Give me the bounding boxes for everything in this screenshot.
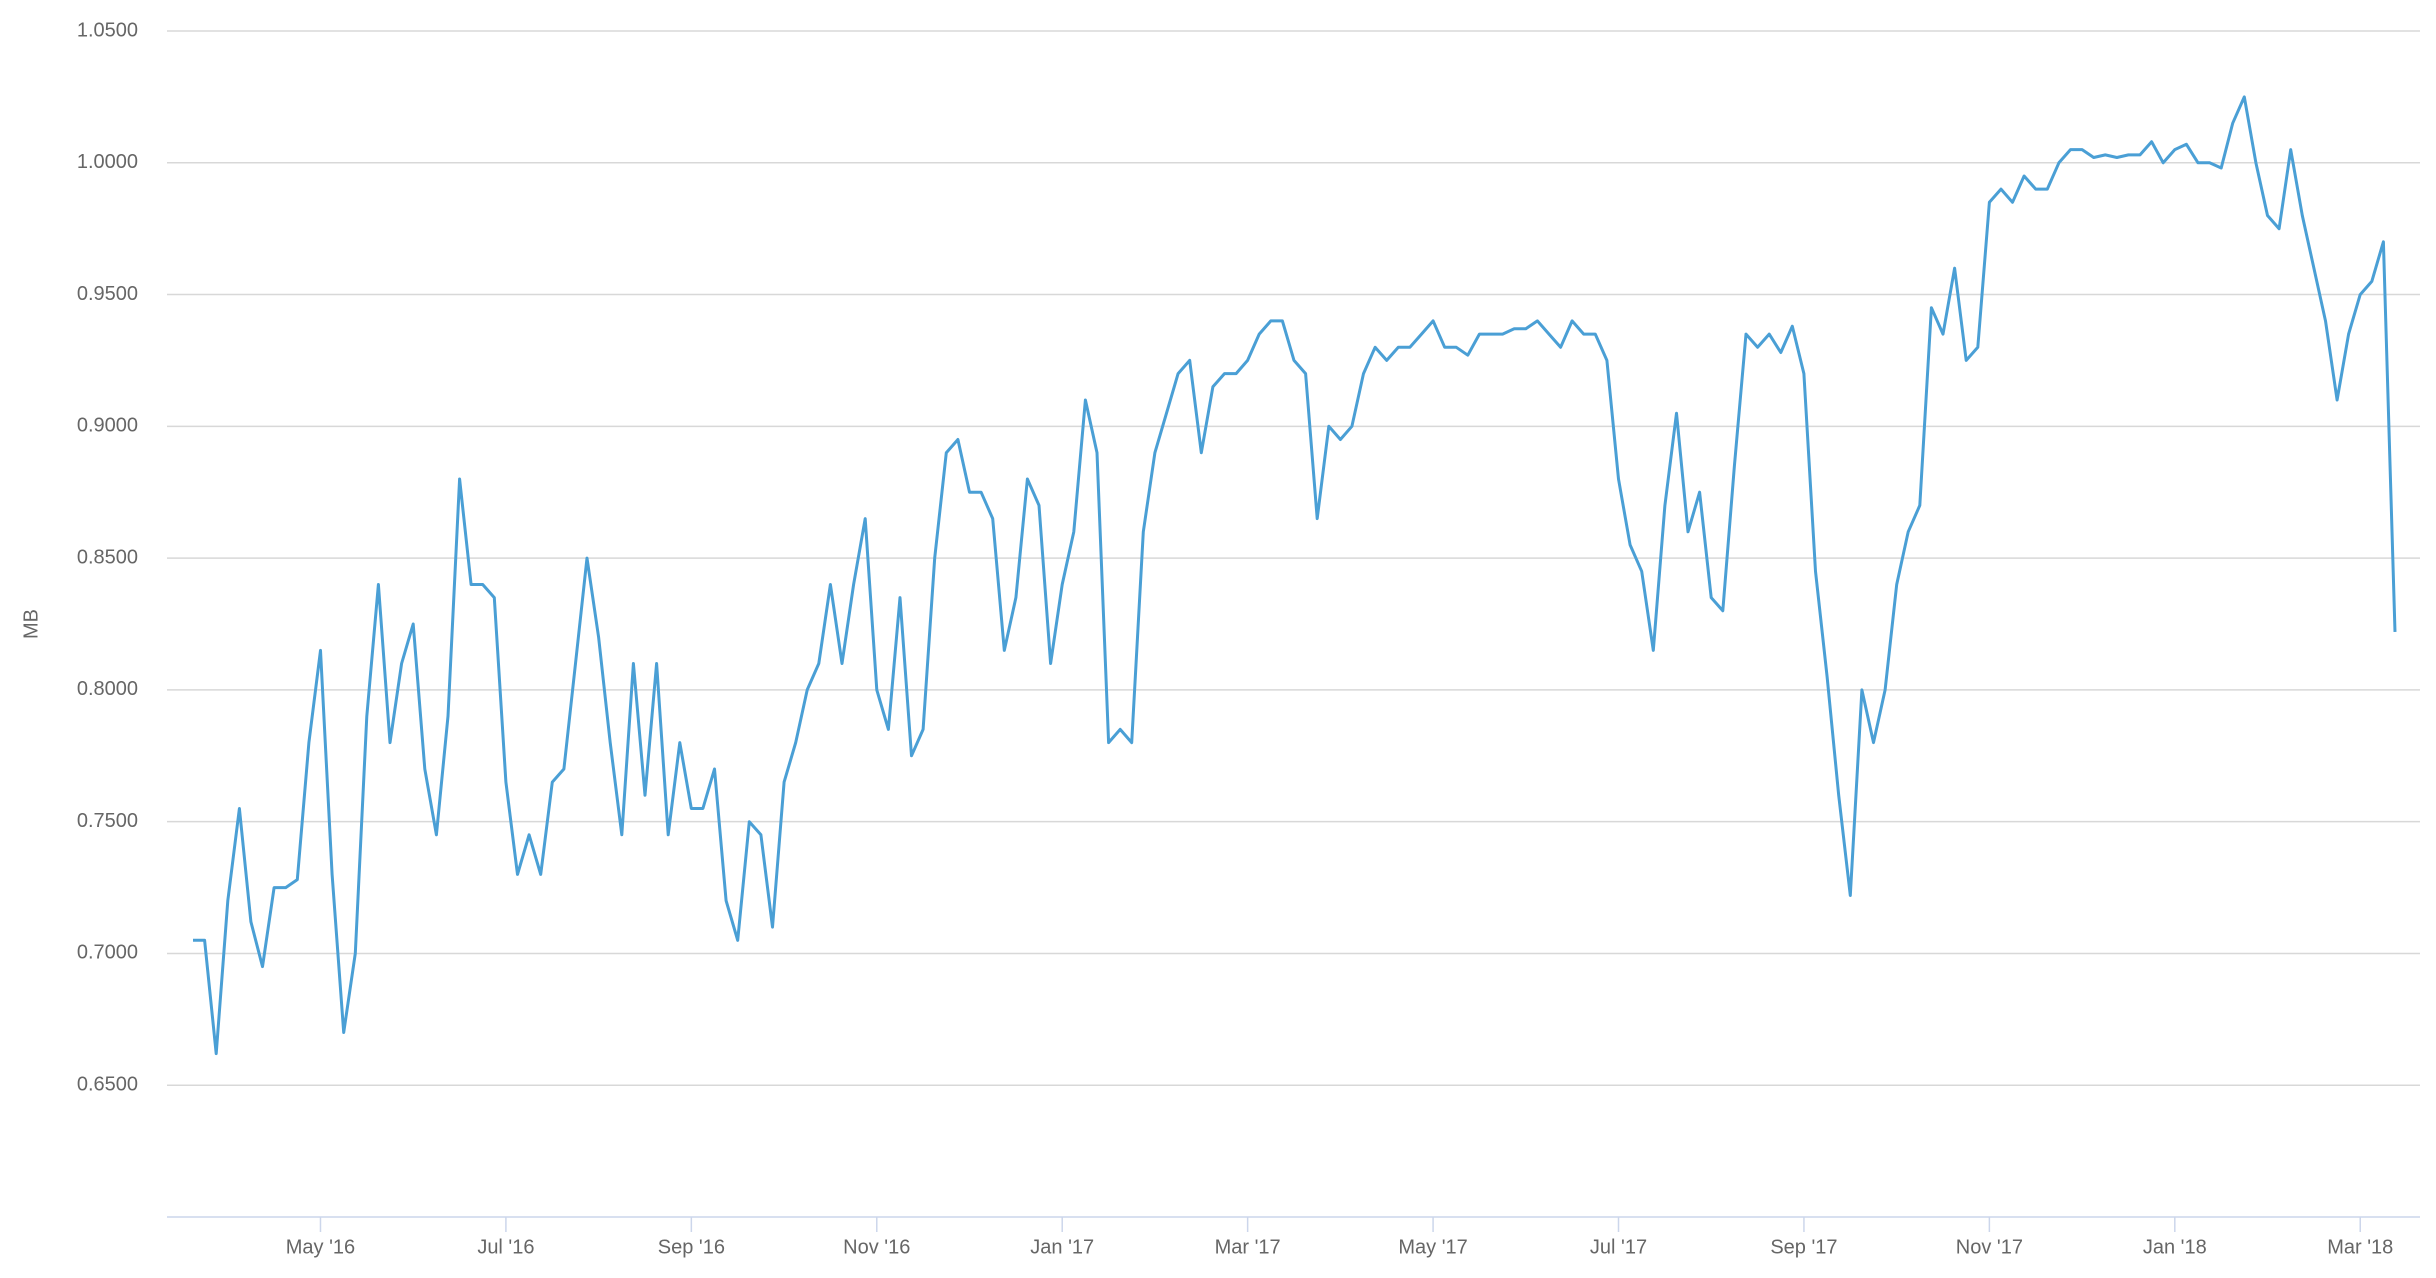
x-tick-label: Jul '17 bbox=[1590, 1236, 1647, 1258]
x-tick-label: May '17 bbox=[1398, 1236, 1467, 1258]
y-tick-label: 0.8500 bbox=[77, 546, 138, 568]
x-tick-label: Sep '16 bbox=[658, 1236, 725, 1258]
y-tick-label: 1.0000 bbox=[77, 151, 138, 173]
y-tick-label: 0.9000 bbox=[77, 415, 138, 437]
y-tick-label: 0.9500 bbox=[77, 283, 138, 305]
x-tick-label: Mar '17 bbox=[1215, 1236, 1281, 1258]
y-tick-label: 0.7500 bbox=[77, 810, 138, 832]
x-tick-label: Sep '17 bbox=[1770, 1236, 1837, 1258]
y-tick-label: 0.7000 bbox=[77, 942, 138, 964]
y-tick-label: 0.6500 bbox=[77, 1074, 138, 1096]
x-tick-label: Jan '18 bbox=[2143, 1236, 2207, 1258]
x-tick-label: Nov '17 bbox=[1956, 1236, 2023, 1258]
y-tick-label: 0.8000 bbox=[77, 678, 138, 700]
y-tick-label: 1.0500 bbox=[77, 19, 138, 41]
x-tick-label: Nov '16 bbox=[843, 1236, 910, 1258]
x-tick-label: Jul '16 bbox=[477, 1236, 534, 1258]
x-tick-label: May '16 bbox=[286, 1236, 355, 1258]
y-axis-label: MB bbox=[20, 609, 42, 639]
x-tick-label: Mar '18 bbox=[2327, 1236, 2393, 1258]
data-line bbox=[193, 95, 2397, 1056]
x-tick-label: Jan '17 bbox=[1030, 1236, 1094, 1258]
